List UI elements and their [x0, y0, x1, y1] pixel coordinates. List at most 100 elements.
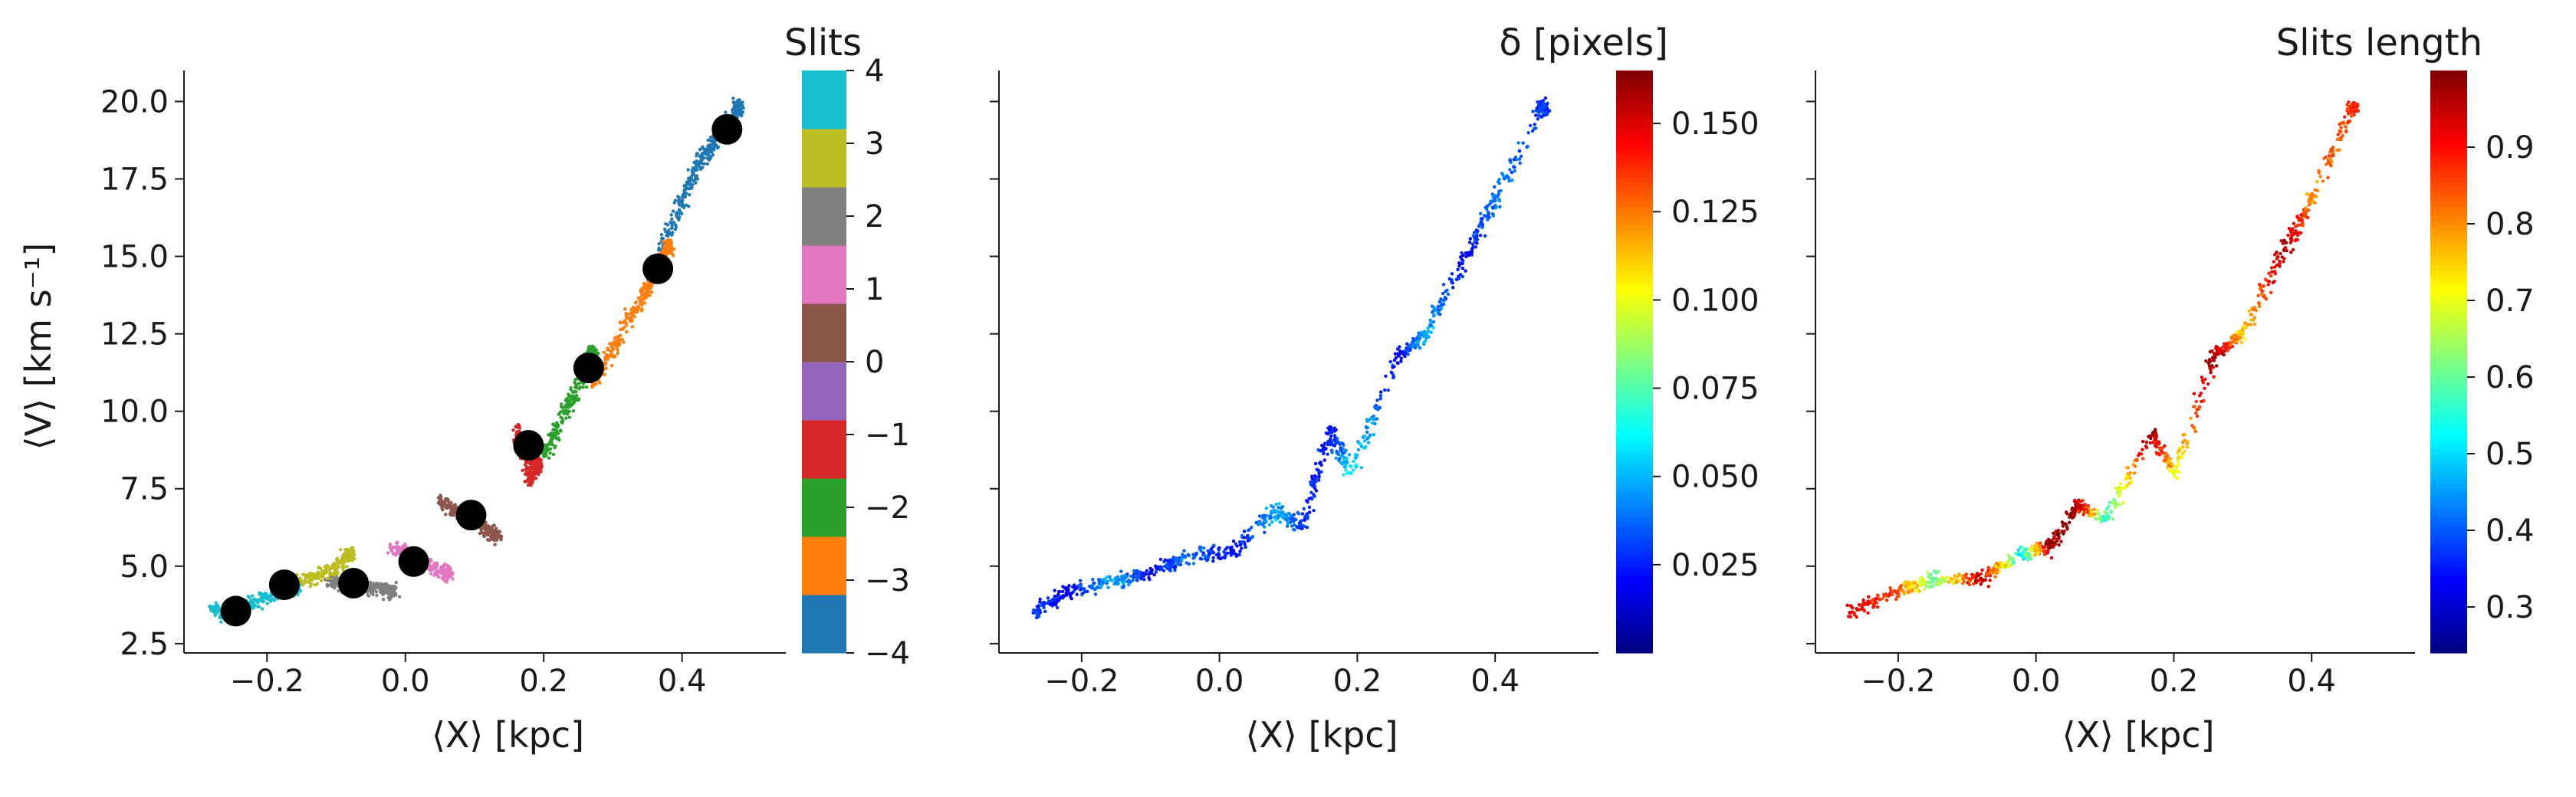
scatter-dot — [1386, 389, 1390, 392]
scatter-dot — [662, 251, 666, 254]
colorbar-segment — [1616, 114, 1653, 120]
scatter-dot — [2193, 405, 2196, 408]
scatter-dot — [265, 602, 269, 605]
scatter-dot — [1967, 582, 1972, 587]
scatter-dot — [492, 538, 496, 543]
scatter-dot — [1267, 523, 1272, 527]
scatter-dot — [1406, 353, 1410, 356]
scatter-dot — [1923, 587, 1927, 591]
scatter-dot — [1940, 579, 1944, 582]
scatter-dot — [2059, 540, 2063, 543]
scatter-dot — [1487, 212, 1491, 215]
scatter-dot — [1483, 234, 1487, 238]
scatter-dot — [540, 464, 544, 468]
colorbar-tick-label: −2 — [865, 490, 910, 526]
scatter-dot — [1338, 442, 1342, 446]
scatter-dot — [1438, 300, 1442, 303]
scatter-dot — [445, 578, 449, 582]
scatter-dot — [1866, 611, 1870, 615]
scatter-dot — [1216, 556, 1221, 560]
scatter-dot — [1048, 602, 1053, 606]
scatter-dot — [2092, 507, 2096, 511]
scatter-dot — [309, 572, 313, 576]
scatter-dot — [1286, 522, 1290, 526]
colorbar-segment — [1616, 439, 1653, 445]
scatter-dot — [1313, 484, 1317, 488]
scatter-dot — [1123, 576, 1127, 580]
scatter-dot — [445, 506, 449, 510]
colorbar-segment — [1616, 225, 1653, 231]
scatter-dot — [1328, 425, 1332, 429]
scatter-dot — [366, 594, 371, 598]
scatter-dot — [2007, 555, 2012, 559]
colorbar-segment — [1616, 560, 1653, 566]
scatter-dot — [1349, 464, 1353, 469]
scatter-dot — [1206, 556, 1211, 559]
x-tick-label: −0.2 — [1044, 664, 1119, 699]
scatter-dot — [1131, 579, 1135, 582]
scatter-dot — [686, 176, 691, 180]
scatter-dot — [439, 568, 444, 572]
scatter-dot — [2197, 394, 2202, 398]
colorbar-segment — [1616, 356, 1653, 362]
scatter-dot — [1352, 459, 1355, 464]
scatter-dot — [1933, 576, 1937, 581]
scatter-dot — [1953, 577, 1957, 581]
scatter-dot — [386, 551, 390, 555]
scatter-dot — [629, 318, 633, 323]
scatter-dot — [1497, 177, 1501, 182]
colorbar-segment — [1616, 298, 1653, 304]
scatter-dot — [1533, 126, 1536, 130]
scatter-dot — [733, 103, 737, 107]
colorbar-segment — [1616, 512, 1653, 518]
scatter-dot — [1411, 345, 1414, 349]
scatter-dot — [395, 541, 399, 546]
panel-left: −0.2 0.0 0.2 0.42.55.07.510.012.515.017.520… — [18, 21, 910, 756]
colorbar-segment — [1616, 531, 1653, 537]
scatter-dot — [1869, 599, 1874, 603]
scatter-dot — [1304, 499, 1309, 503]
colorbar-segment — [1616, 196, 1653, 202]
scatter-dot — [1285, 524, 1290, 528]
scatter-dot — [2048, 540, 2052, 544]
colorbar-segment — [1616, 80, 1653, 86]
scatter-points — [1845, 100, 2361, 619]
scatter-dot — [1042, 600, 1046, 605]
scatter-dot — [1194, 552, 1198, 556]
scatter-dot — [394, 546, 399, 550]
scatter-dot — [557, 412, 561, 416]
scatter-dot — [2247, 309, 2251, 313]
scatter-dot — [299, 578, 303, 582]
colorbar-segment — [1616, 235, 1653, 241]
scatter-dot — [1083, 587, 1086, 591]
colorbar-segment — [1616, 206, 1653, 212]
scatter-dot — [1243, 543, 1247, 546]
scatter-dot — [569, 385, 573, 390]
scatter-dot — [615, 343, 619, 348]
scatter-points — [1031, 96, 1552, 620]
scatter-dot — [2181, 433, 2185, 437]
scatter-dot — [261, 599, 265, 603]
scatter-dot — [1222, 549, 1226, 554]
colorbar-segment — [1616, 444, 1653, 450]
scatter-dot — [673, 228, 678, 231]
scatter-dot — [1064, 593, 1068, 597]
scatter-dot — [1175, 561, 1180, 566]
scatter-dot — [2164, 458, 2167, 462]
scatter-dot — [448, 574, 452, 578]
scatter-dot — [524, 470, 529, 474]
scatter-dot — [452, 512, 455, 516]
colorbar-segment — [1616, 172, 1653, 178]
scatter-dot — [1954, 580, 1959, 584]
scatter-dot — [1076, 584, 1080, 588]
scatter-dot — [1395, 347, 1400, 351]
scatter-dot — [208, 605, 212, 608]
scatter-dot — [2155, 443, 2159, 447]
scatter-dot — [250, 594, 255, 598]
scatter-dot — [337, 589, 340, 593]
scatter-dot — [1487, 215, 1491, 219]
scatter-dot — [548, 439, 553, 444]
scatter-dot — [559, 415, 563, 419]
colorbar-segment — [1616, 133, 1653, 139]
colorbar-segment — [1616, 192, 1653, 198]
